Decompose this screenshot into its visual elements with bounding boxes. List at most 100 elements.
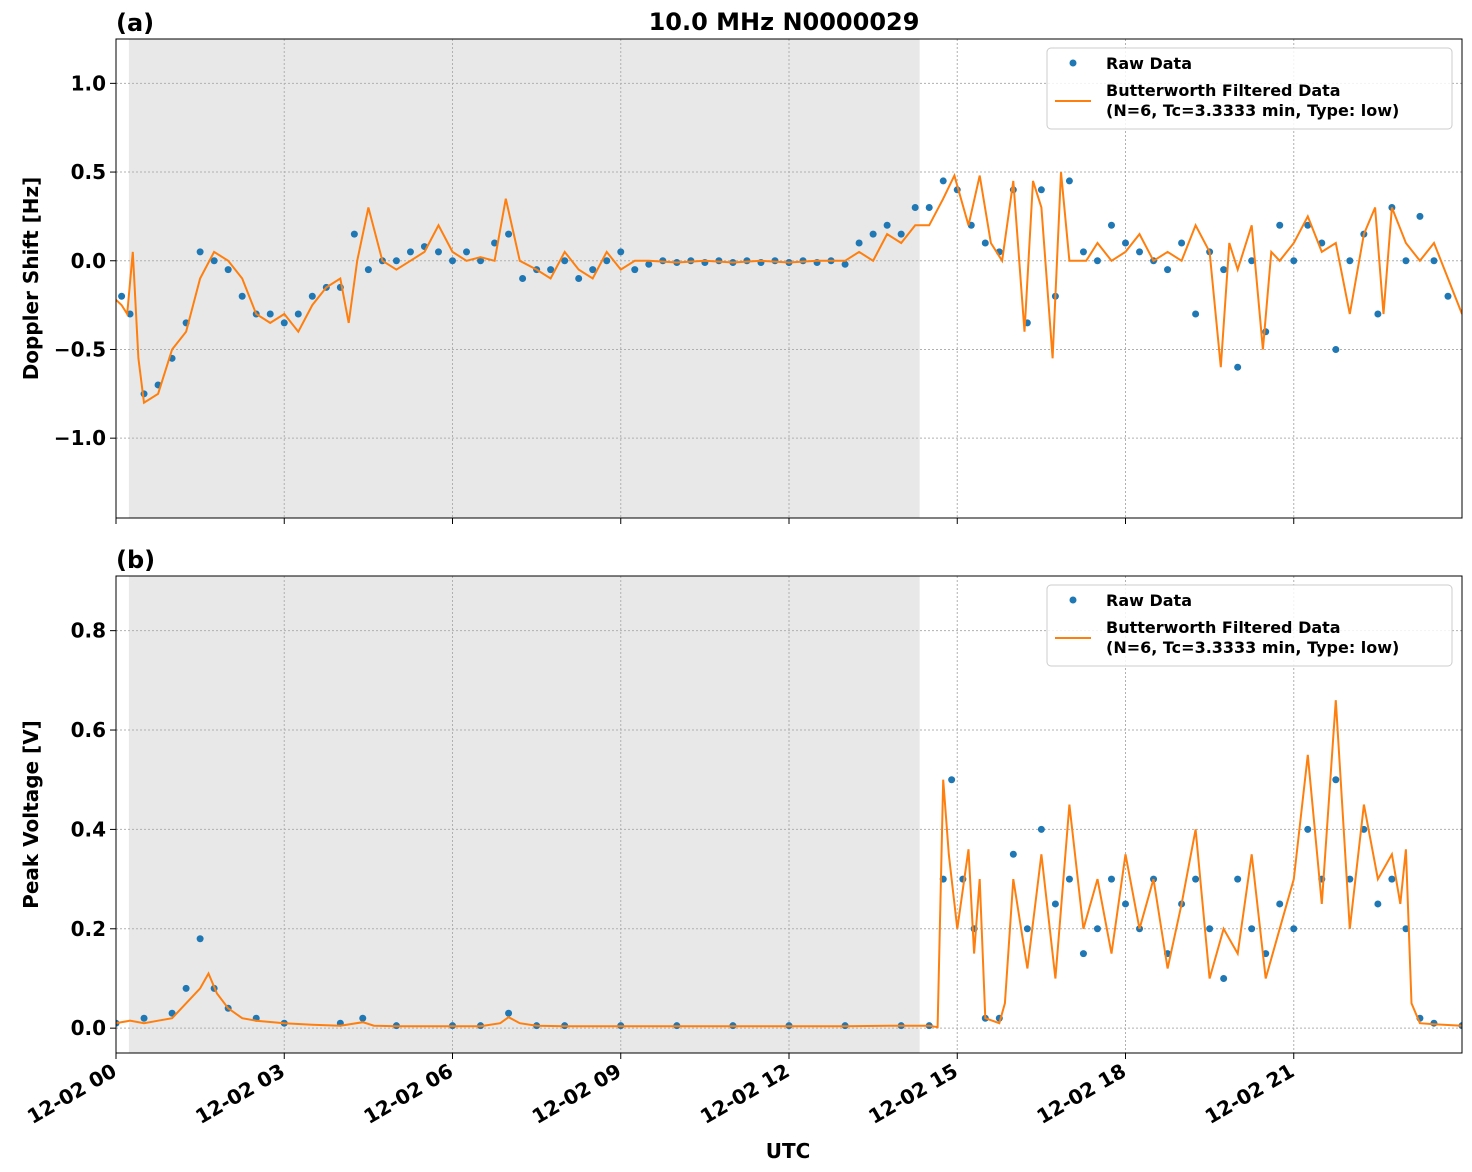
raw-data-point xyxy=(1009,850,1017,858)
x-tick-label: 12-02 09 xyxy=(528,1059,626,1129)
raw-data-point xyxy=(449,257,456,265)
raw-data-point xyxy=(1192,310,1200,318)
raw-data-point xyxy=(1304,221,1312,229)
raw-data-point xyxy=(1107,875,1115,883)
legend-box xyxy=(1046,47,1453,130)
raw-data-point xyxy=(841,260,849,268)
raw-data-point xyxy=(224,266,232,274)
raw-data-point xyxy=(1107,221,1115,229)
raw-data-point xyxy=(1122,239,1129,247)
legend-filtered-params: (N=6, Tc=3.3333 min, Type: low) xyxy=(1106,638,1399,657)
raw-data-point xyxy=(1065,875,1073,883)
y-tick-label: 0.2 xyxy=(71,917,106,941)
panel-a: 1.0 0.5 0.0 −0.5 −1.0 Doppler Shift [Hz] (a) Ra… xyxy=(19,9,1463,524)
raw-data-point xyxy=(1122,900,1129,908)
raw-data-point xyxy=(1304,825,1312,833)
raw-data-point xyxy=(1164,266,1172,274)
x-tick-label: 12-02 06 xyxy=(359,1059,457,1129)
raw-data-point xyxy=(392,257,400,265)
x-tick-label: 12-02 15 xyxy=(864,1059,962,1129)
raw-data-point xyxy=(1178,239,1186,247)
raw-data-point xyxy=(1234,875,1242,883)
raw-data-point xyxy=(1093,925,1101,933)
raw-data-point xyxy=(406,248,414,256)
legend-raw-marker xyxy=(1069,596,1077,604)
raw-data-point xyxy=(364,266,372,274)
raw-data-point xyxy=(491,239,499,247)
x-tick-label: 12-02 12 xyxy=(696,1059,794,1129)
raw-data-point xyxy=(911,204,919,212)
legend-raw-marker xyxy=(1069,59,1077,67)
raw-data-point xyxy=(1220,266,1228,274)
raw-data-point xyxy=(855,239,863,247)
y-tick-label: −1.0 xyxy=(54,426,106,450)
x-tick-label: 12-02 21 xyxy=(1201,1059,1299,1129)
raw-data-point xyxy=(1051,900,1059,908)
figure-title: 10.0 MHz N0000029 xyxy=(649,8,920,36)
y-tick-label: 0.6 xyxy=(71,718,106,742)
y-axis-label: Doppler Shift [Hz] xyxy=(19,177,43,381)
raw-data-point xyxy=(981,239,989,247)
raw-data-point xyxy=(1079,950,1087,958)
raw-data-point xyxy=(1276,900,1284,908)
raw-data-point xyxy=(897,230,905,238)
raw-data-point xyxy=(1416,212,1424,220)
raw-data-point xyxy=(477,257,485,265)
legend-filtered-label: Butterworth Filtered Data xyxy=(1106,618,1341,637)
filtered-series xyxy=(116,700,1462,1029)
raw-data-point xyxy=(1234,363,1242,371)
raw-data-point xyxy=(308,292,316,300)
x-tick-label: 12-02 00 xyxy=(23,1059,121,1129)
raw-data-point xyxy=(140,1014,148,1022)
raw-data-point xyxy=(1248,257,1256,265)
raw-data-point xyxy=(1332,776,1340,784)
panel-b: 0.8 0.6 0.4 0.2 0.0 12-02 00 12-02 03 12-02 06 1… xyxy=(19,546,1463,1129)
raw-data-point xyxy=(1037,186,1045,194)
raw-data-point xyxy=(196,248,204,256)
legend-box xyxy=(1046,584,1453,667)
filtered-series xyxy=(116,172,1462,405)
y-tick-label: 0.4 xyxy=(71,817,106,841)
raw-data-point xyxy=(196,935,204,943)
legend-filtered-label: Butterworth Filtered Data xyxy=(1106,81,1341,100)
raw-data-point xyxy=(1136,248,1144,256)
y-tick-label: 0.0 xyxy=(71,249,106,273)
raw-data-point xyxy=(1093,257,1101,265)
legend: Raw Data Butterworth Filtered Data(N=6, T… xyxy=(1046,584,1453,667)
y-tick-label: −0.5 xyxy=(54,337,106,361)
raw-data-point xyxy=(1374,310,1382,318)
raw-data-point xyxy=(1430,257,1438,265)
raw-data-point xyxy=(118,292,126,300)
raw-data-point xyxy=(1206,925,1214,933)
shaded-region xyxy=(128,576,920,1053)
raw-data-point xyxy=(1402,925,1410,933)
raw-data-point xyxy=(925,204,933,212)
raw-data-point xyxy=(1402,257,1410,265)
legend: Raw Data Butterworth Filtered Data(N=6, T… xyxy=(1046,47,1453,130)
y-tick-label: 0.8 xyxy=(71,619,106,643)
panel-label: (a) xyxy=(116,9,154,37)
y-tick-label: 0.0 xyxy=(71,1016,106,1040)
raw-data-point xyxy=(948,776,956,784)
raw-data-point xyxy=(1065,177,1073,185)
raw-data-point xyxy=(294,310,302,318)
raw-data-point xyxy=(1346,257,1354,265)
x-axis-label: UTC xyxy=(766,1139,811,1163)
x-tick-label: 12-02 03 xyxy=(191,1059,289,1129)
raw-data-point xyxy=(939,177,947,185)
raw-data-point xyxy=(1037,825,1045,833)
raw-data-point xyxy=(463,248,471,256)
raw-data-point xyxy=(434,248,442,256)
y-axis-label: Peak Voltage [V] xyxy=(19,720,43,909)
legend-raw-label: Raw Data xyxy=(1106,591,1192,610)
raw-data-point xyxy=(1388,875,1396,883)
raw-data-point xyxy=(589,266,597,274)
raw-data-point xyxy=(631,266,639,274)
filtered-line xyxy=(116,700,1462,1029)
legend-filtered-params: (N=6, Tc=3.3333 min, Type: low) xyxy=(1106,101,1399,120)
raw-data-point xyxy=(1248,925,1256,933)
raw-data-point xyxy=(869,230,877,238)
raw-data-point xyxy=(561,257,569,265)
raw-data-point xyxy=(182,984,190,992)
raw-data-point xyxy=(1220,974,1228,982)
